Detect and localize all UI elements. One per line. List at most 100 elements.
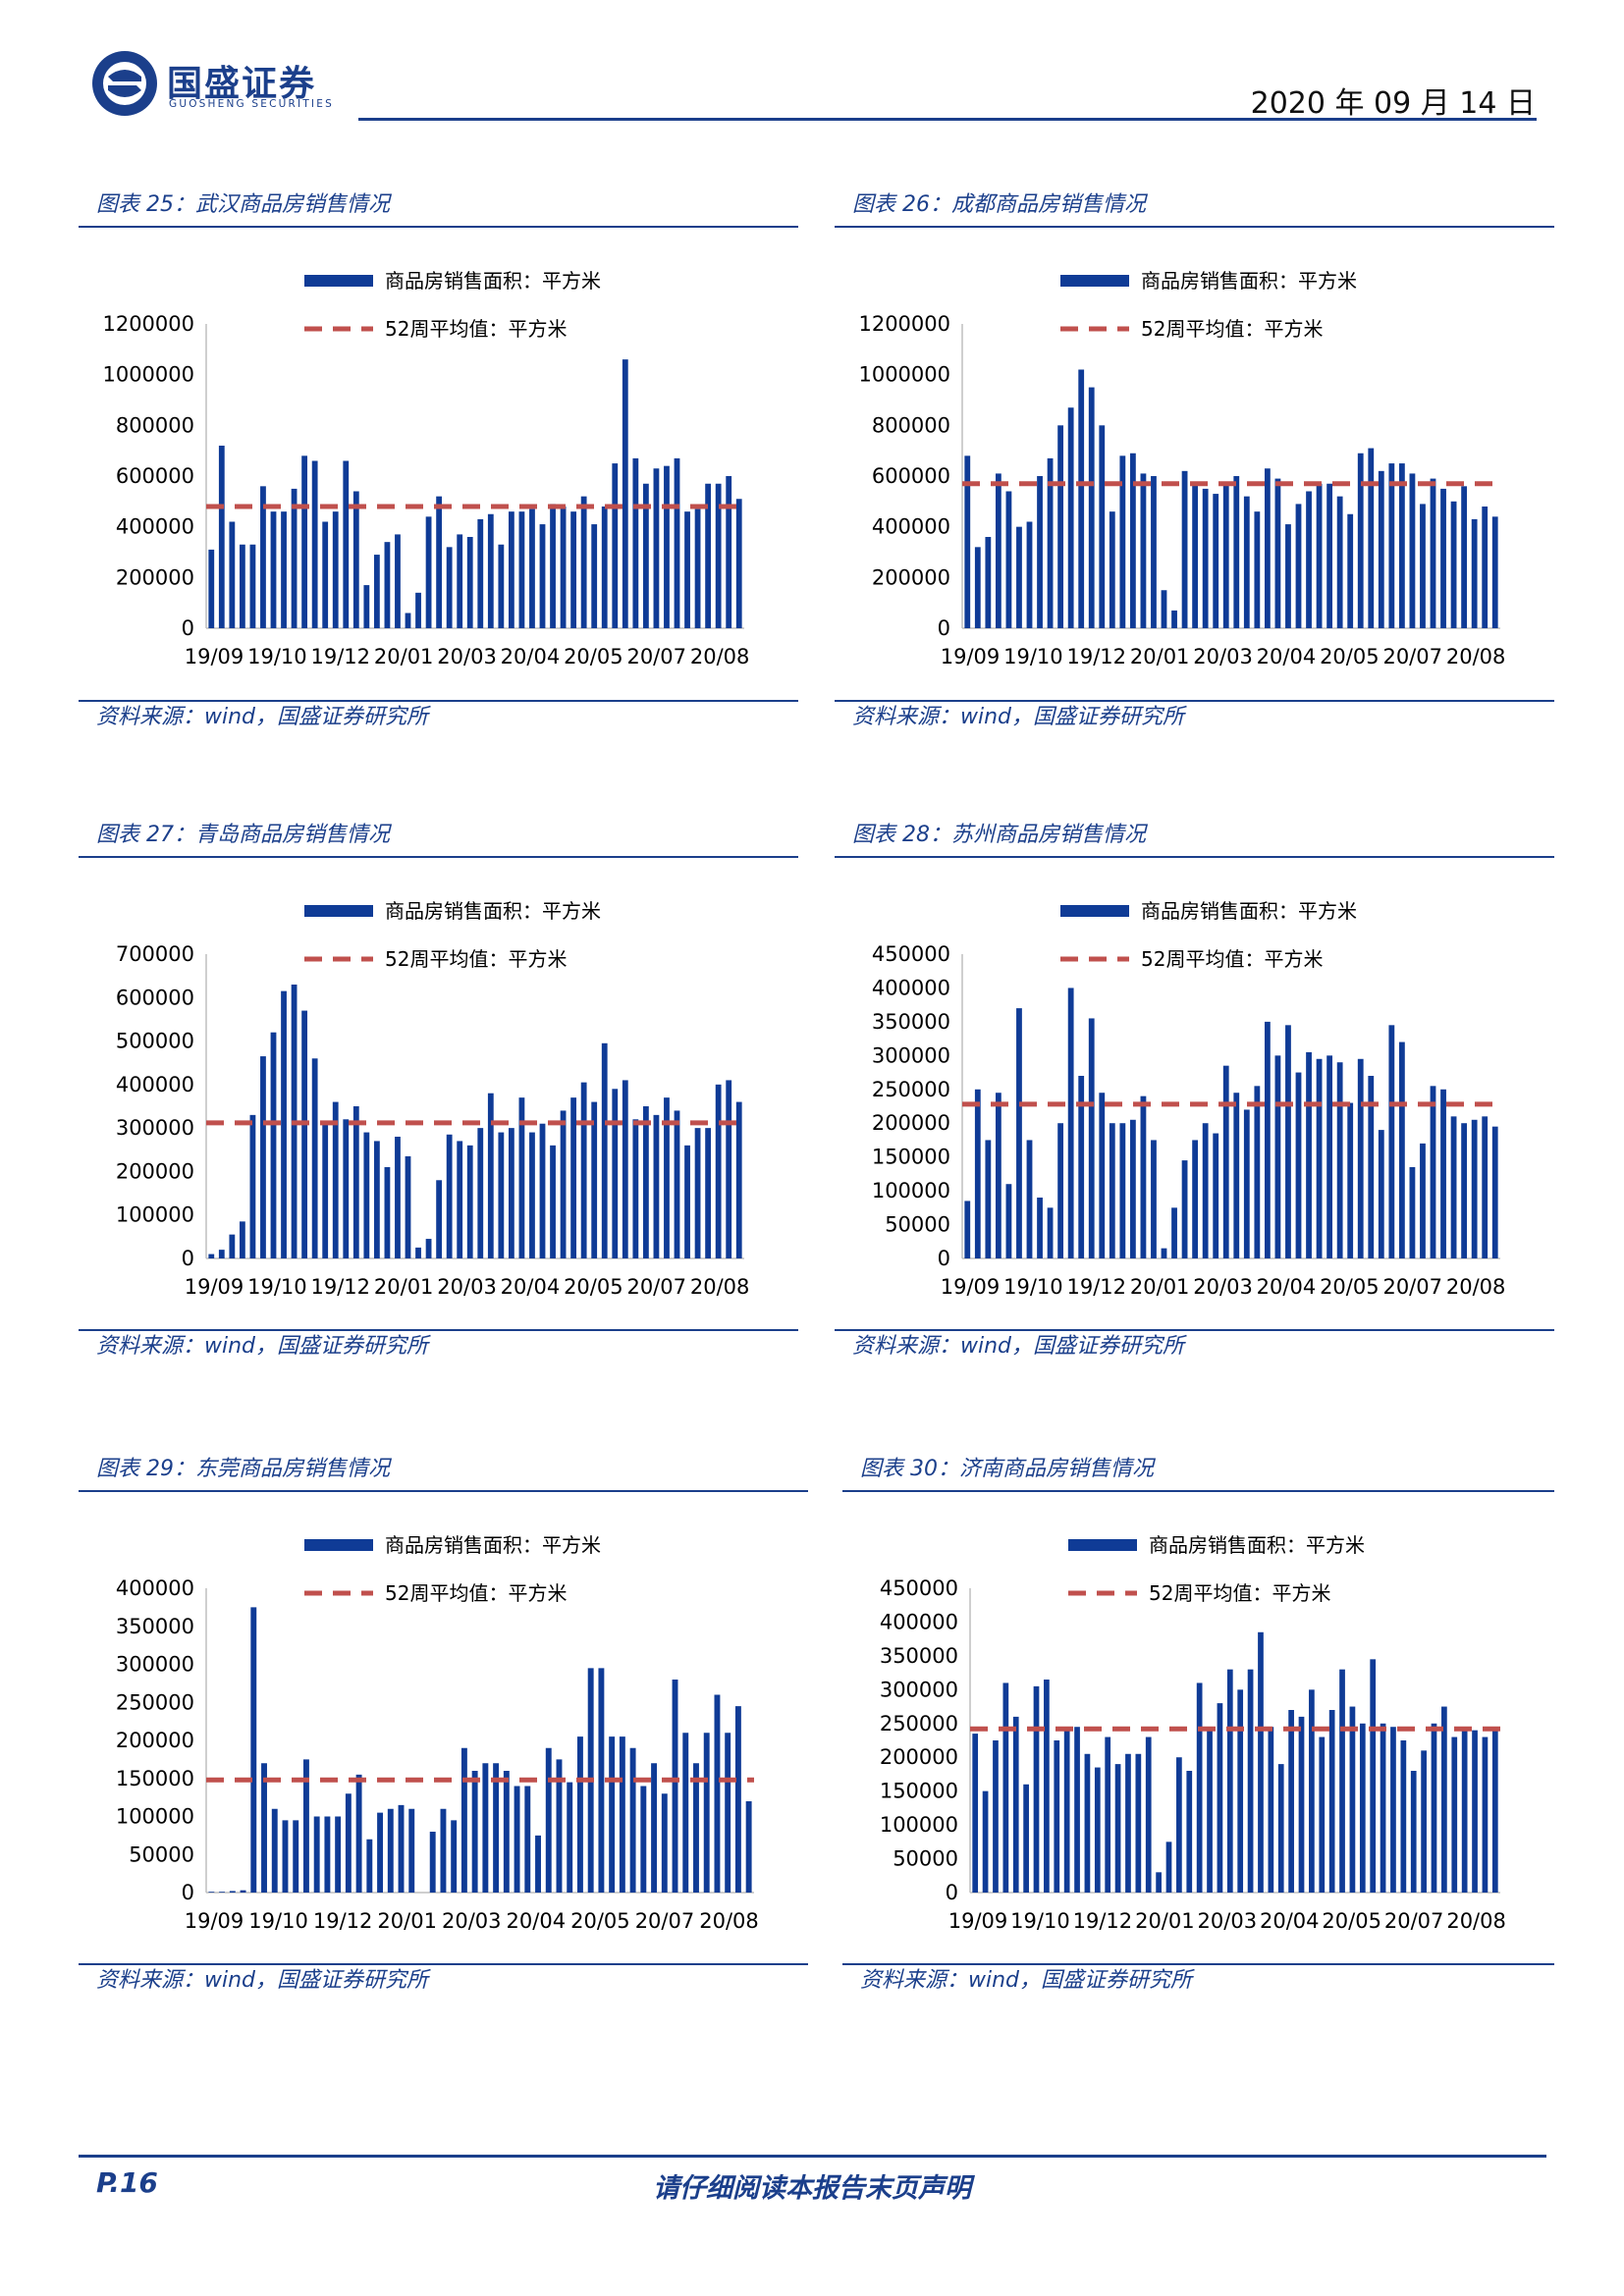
bar	[208, 549, 215, 628]
bar	[1420, 1143, 1426, 1258]
x-tick-label: 20/03	[442, 1909, 502, 1933]
bar	[1264, 468, 1271, 628]
bar	[612, 1089, 619, 1258]
y-tick-label: 150000	[116, 1767, 194, 1790]
bar	[1398, 1041, 1405, 1258]
y-tick-label: 400000	[116, 1073, 194, 1096]
bar	[1026, 521, 1033, 628]
bar	[311, 460, 318, 628]
bar	[672, 1680, 678, 1893]
y-tick-label: 250000	[116, 1690, 194, 1714]
bar	[1145, 1736, 1152, 1893]
bar	[1222, 483, 1229, 628]
y-tick-label: 0	[946, 1881, 958, 1904]
bar	[1140, 1095, 1147, 1258]
x-tick-label: 20/07	[635, 1909, 695, 1933]
bar	[466, 1145, 473, 1258]
bar	[703, 1733, 710, 1893]
bar	[1114, 1764, 1121, 1893]
bar	[1161, 1248, 1167, 1258]
bar	[1410, 1771, 1417, 1893]
panel-title-28: 图表 28：苏州商品房销售情况	[852, 823, 1146, 847]
bar	[451, 1820, 458, 1893]
x-tick-label: 20/08	[1446, 1909, 1506, 1933]
y-tick-label: 800000	[116, 413, 194, 437]
y-tick-label: 200000	[116, 1729, 194, 1752]
bar	[964, 455, 971, 628]
bar	[1491, 1126, 1498, 1258]
panel-rule-top	[79, 856, 798, 858]
bar	[436, 496, 443, 628]
bar	[405, 613, 411, 628]
panel-title-29: 图表 29：东莞商品房销售情况	[96, 1457, 390, 1481]
legend-label-bar: 商品房销售面积：平方米	[385, 899, 601, 923]
bar	[460, 1747, 467, 1893]
panel-rule-bottom	[79, 700, 798, 702]
bar	[1099, 1093, 1106, 1258]
bar	[539, 524, 546, 628]
bar	[1171, 1207, 1177, 1258]
bar	[1151, 476, 1157, 628]
bar	[1388, 1025, 1395, 1258]
bar	[1156, 1872, 1162, 1893]
y-tick-label: 600000	[872, 464, 950, 488]
bar	[550, 1145, 556, 1258]
bar	[1217, 1703, 1223, 1893]
bar	[632, 1119, 639, 1258]
bar	[1295, 504, 1302, 628]
bar	[1105, 1736, 1111, 1893]
x-tick-label: 19/10	[247, 1275, 307, 1299]
bar	[249, 544, 256, 628]
bar	[539, 1123, 546, 1258]
bar	[632, 457, 639, 628]
x-tick-label: 20/05	[564, 645, 623, 668]
x-tick-label: 19/09	[941, 645, 1001, 668]
bar	[684, 511, 690, 628]
bar	[560, 507, 567, 628]
bar	[1202, 488, 1209, 628]
brand-name: 国盛证券	[167, 64, 317, 104]
bar	[591, 524, 598, 628]
bar	[1482, 507, 1489, 628]
bar	[395, 1137, 401, 1258]
bar	[1357, 453, 1364, 628]
y-tick-label: 400000	[872, 515, 950, 539]
bar	[1349, 1706, 1356, 1893]
bar	[642, 1106, 649, 1258]
bar	[726, 476, 732, 628]
x-tick-label: 19/09	[185, 1909, 244, 1933]
y-tick-label: 300000	[116, 1116, 194, 1140]
bar	[1005, 1184, 1012, 1258]
bar	[1430, 1086, 1436, 1258]
bar	[619, 1736, 625, 1893]
chart-jinan: 0 50000 100000 150000 200000 250000 300000 3500…	[880, 1533, 1506, 1933]
bar	[1181, 470, 1188, 628]
bar	[229, 1891, 236, 1893]
bar	[477, 518, 484, 628]
bar	[1078, 1076, 1085, 1258]
bar	[664, 1097, 670, 1258]
bar	[487, 1093, 494, 1258]
bar	[1054, 1740, 1060, 1893]
bar	[1037, 476, 1043, 628]
bar	[1285, 524, 1291, 628]
bar	[993, 1740, 999, 1893]
bar	[363, 585, 370, 628]
x-tick-label: 20/03	[437, 645, 497, 668]
bar	[1357, 1058, 1364, 1258]
bar	[1057, 425, 1064, 628]
bar	[291, 488, 298, 628]
bar	[208, 1892, 215, 1893]
panel-rule-bottom	[835, 700, 1554, 702]
y-tick-label: 100000	[116, 1203, 194, 1227]
bar	[466, 537, 473, 628]
bar	[556, 1759, 563, 1893]
bar	[1176, 1757, 1182, 1893]
legend-label-bar: 商品房销售面积：平方米	[1149, 1533, 1365, 1557]
x-tick-label: 20/05	[564, 1275, 623, 1299]
bar	[1074, 1727, 1080, 1893]
bar	[1306, 491, 1312, 628]
bar	[373, 555, 380, 628]
legend-label-avg: 52周平均值：平方米	[1141, 317, 1323, 341]
panel-rule-top	[79, 226, 798, 228]
